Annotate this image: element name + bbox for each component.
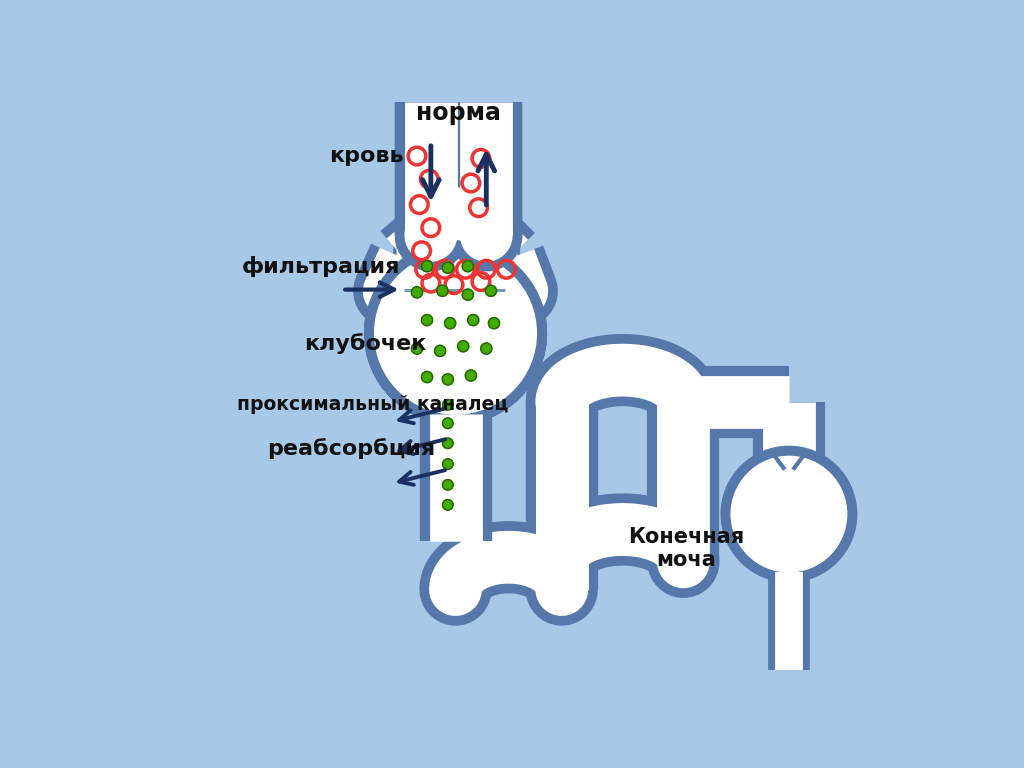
Circle shape <box>721 446 857 582</box>
Circle shape <box>365 243 547 424</box>
Circle shape <box>468 315 479 326</box>
Text: норма: норма <box>416 101 501 124</box>
Circle shape <box>465 370 476 381</box>
Circle shape <box>434 346 445 356</box>
Circle shape <box>462 260 473 272</box>
Circle shape <box>422 315 432 326</box>
Circle shape <box>442 399 453 410</box>
Circle shape <box>422 372 432 382</box>
Text: кровь: кровь <box>330 146 403 166</box>
Text: фильтрация: фильтрация <box>243 256 400 276</box>
Circle shape <box>412 286 423 298</box>
Circle shape <box>422 260 432 272</box>
Circle shape <box>365 243 547 424</box>
Circle shape <box>365 243 547 424</box>
Polygon shape <box>387 259 523 291</box>
Circle shape <box>442 374 454 385</box>
Circle shape <box>731 456 847 572</box>
Circle shape <box>365 243 547 424</box>
Circle shape <box>442 480 453 490</box>
Circle shape <box>437 285 447 296</box>
Circle shape <box>442 418 453 429</box>
Circle shape <box>442 438 453 449</box>
Text: реабсорбция: реабсорбция <box>267 439 436 459</box>
Circle shape <box>458 341 469 352</box>
Text: проксимальный каналец: проксимальный каналец <box>237 396 508 414</box>
Circle shape <box>485 285 497 296</box>
Circle shape <box>375 253 537 414</box>
Circle shape <box>375 253 537 414</box>
Circle shape <box>442 500 453 510</box>
Circle shape <box>488 318 500 329</box>
Text: Конечная
моча: Конечная моча <box>629 527 744 571</box>
Circle shape <box>375 253 537 414</box>
Circle shape <box>375 253 537 414</box>
Circle shape <box>444 318 456 329</box>
Circle shape <box>442 458 453 469</box>
Circle shape <box>412 343 423 354</box>
Circle shape <box>480 343 492 354</box>
Text: клубочек: клубочек <box>304 333 426 354</box>
Circle shape <box>462 289 473 300</box>
Polygon shape <box>387 235 524 291</box>
Circle shape <box>442 262 454 273</box>
